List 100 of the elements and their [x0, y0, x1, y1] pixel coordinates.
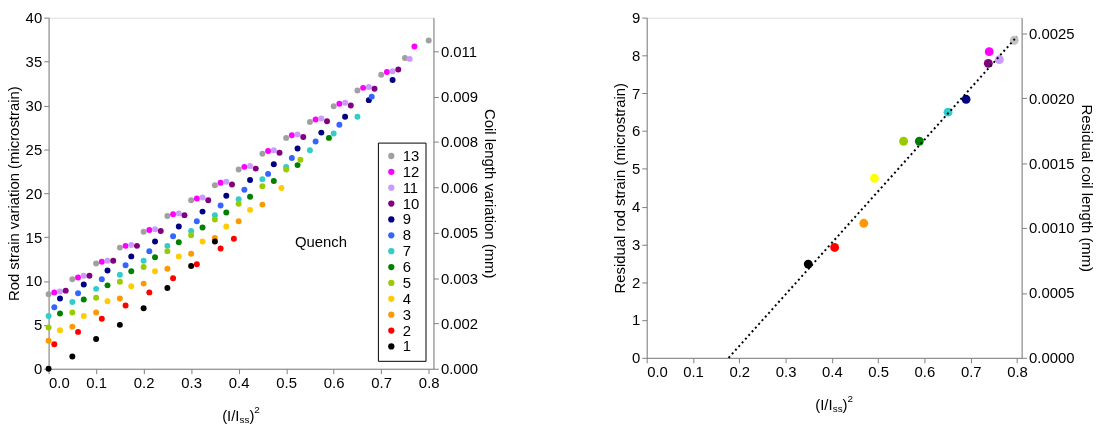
y-tick-label: 30: [25, 97, 43, 114]
point: [425, 37, 432, 44]
point: [270, 161, 277, 168]
point: [235, 218, 242, 225]
point: [175, 253, 182, 260]
point: [140, 263, 147, 270]
legend-label: 1: [402, 338, 411, 355]
point: [241, 163, 248, 170]
y-tick-label: 6: [631, 123, 641, 140]
x-tick-label: 0.5: [276, 375, 297, 392]
y-tick-label: 7: [631, 85, 641, 102]
y2-tick-label: 0.000: [440, 361, 479, 378]
point: [75, 328, 82, 335]
point: [181, 212, 188, 219]
point: [342, 113, 349, 120]
point: [217, 179, 224, 186]
point: [342, 99, 349, 106]
y-tick-label: 25: [25, 141, 43, 158]
point: [406, 55, 413, 62]
point: [152, 238, 158, 245]
point: [229, 181, 235, 188]
point: [294, 162, 301, 169]
point: [93, 285, 100, 292]
y-tick-label: 40: [25, 10, 43, 27]
point: [69, 276, 76, 283]
x-tick-label: 0.6: [914, 364, 936, 381]
point: [164, 242, 171, 249]
y-tick-label: 35: [25, 53, 43, 70]
y-tick-label: 9: [631, 10, 641, 27]
point: [193, 261, 200, 268]
x-tick-label: 0.5: [868, 364, 889, 381]
point: [57, 295, 63, 302]
point: [259, 201, 266, 208]
point: [1009, 35, 1019, 45]
point: [170, 211, 177, 218]
legend-label: 8: [402, 227, 411, 244]
point: [318, 129, 325, 136]
point: [116, 278, 123, 285]
point: [75, 290, 82, 297]
y-tick-label: 3: [631, 236, 641, 253]
point: [318, 115, 325, 122]
point: [98, 276, 105, 283]
point: [104, 267, 111, 274]
y2-tick-label: 0.0025: [1029, 25, 1075, 42]
point: [347, 102, 354, 109]
point: [297, 156, 304, 163]
point: [276, 149, 283, 156]
point: [211, 238, 218, 245]
annotation: Quench: [294, 234, 347, 251]
point: [104, 298, 111, 305]
point: [188, 197, 195, 204]
point: [93, 309, 100, 316]
point: [283, 134, 290, 141]
x-tick-label: 0.4: [228, 375, 250, 392]
point: [371, 85, 378, 92]
point: [146, 289, 153, 296]
y2-tick-label: 0.006: [440, 179, 479, 196]
y2-tick-label: 0.002: [440, 315, 479, 332]
legend-label: 9: [402, 211, 411, 228]
point: [360, 84, 367, 91]
legend-label: 4: [402, 290, 411, 307]
y2-tick-label: 0.0000: [1029, 350, 1075, 367]
point: [86, 272, 93, 279]
point: [51, 289, 58, 296]
point: [199, 208, 206, 215]
point: [395, 66, 402, 73]
y-axis-title: Rod strain variation (microstrain): [5, 86, 22, 302]
point: [217, 245, 224, 252]
point: [259, 176, 266, 183]
point: [336, 121, 343, 128]
point: [140, 305, 147, 312]
y-tick-label: 8: [631, 47, 641, 64]
point: [93, 260, 100, 267]
point: [235, 166, 242, 173]
legend-label: 7: [402, 243, 411, 260]
point: [325, 134, 332, 141]
point: [830, 243, 840, 252]
point: [57, 288, 63, 295]
point: [152, 226, 158, 233]
point: [104, 257, 111, 264]
point: [51, 341, 58, 348]
point: [223, 178, 230, 185]
point: [199, 224, 206, 231]
x-tick-label: 0.3: [775, 364, 797, 381]
point: [270, 147, 277, 154]
x-tick-label: 0.7: [960, 364, 982, 381]
point: [223, 223, 230, 230]
y-axis-title: Residual rod strain (microstrain): [612, 82, 629, 294]
point: [211, 182, 218, 189]
x-tick-label: 0.0: [647, 364, 668, 381]
point: [324, 118, 330, 125]
point: [152, 268, 158, 275]
point: [69, 309, 76, 316]
y2-tick-label: 0.011: [440, 43, 477, 60]
x-tick-label: 0.2: [729, 364, 751, 381]
point: [188, 232, 195, 239]
y2-tick-label: 0.009: [440, 89, 479, 106]
legend-label: 6: [402, 259, 411, 276]
point: [252, 165, 259, 172]
y-tick-label: 15: [25, 229, 43, 246]
